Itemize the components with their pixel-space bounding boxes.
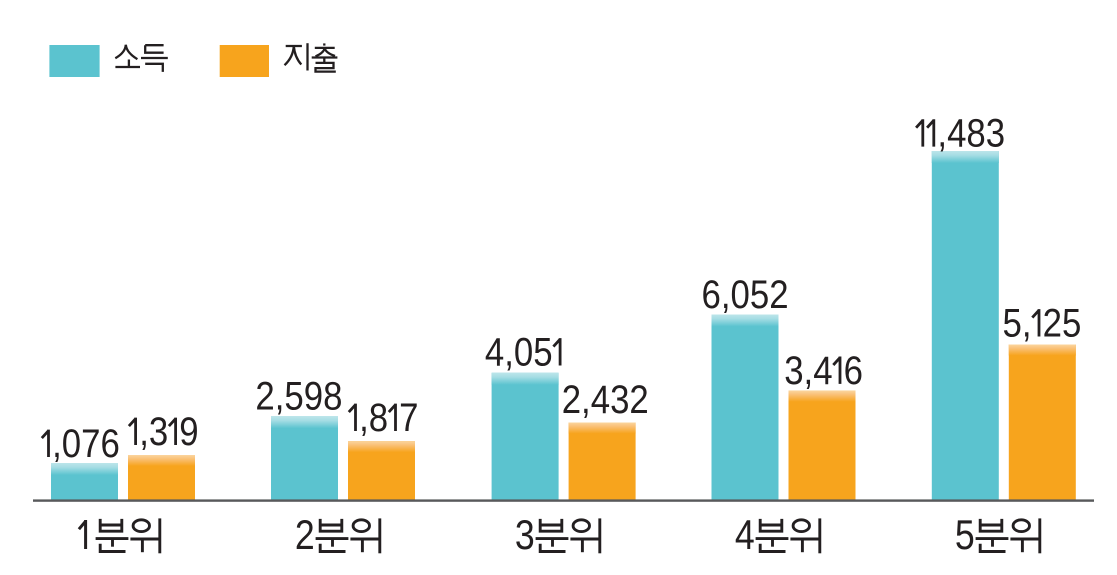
- svg-text:5,: 5,: [1003, 300, 1032, 345]
- svg-text:,8: ,8: [359, 395, 388, 440]
- svg-text:5: 5: [955, 512, 975, 558]
- svg-text:6,052: 6,052: [702, 272, 789, 317]
- svg-text:7: 7: [399, 395, 418, 440]
- svg-text:9: 9: [179, 409, 198, 454]
- svg-text:6: 6: [844, 348, 863, 393]
- svg-text:25: 25: [1043, 300, 1082, 345]
- svg-text:2,598: 2,598: [255, 373, 342, 418]
- svg-text:3,4: 3,4: [784, 348, 832, 393]
- svg-text:4,05: 4,05: [485, 329, 553, 374]
- svg-text:,3: ,3: [139, 409, 168, 454]
- svg-text:,483: ,483: [937, 110, 1005, 155]
- svg-text:,076: ,076: [52, 421, 120, 466]
- svg-text:3: 3: [515, 512, 535, 558]
- svg-text:2,432: 2,432: [562, 377, 649, 422]
- svg-text:4: 4: [735, 512, 755, 558]
- svg-text:2: 2: [295, 512, 315, 558]
